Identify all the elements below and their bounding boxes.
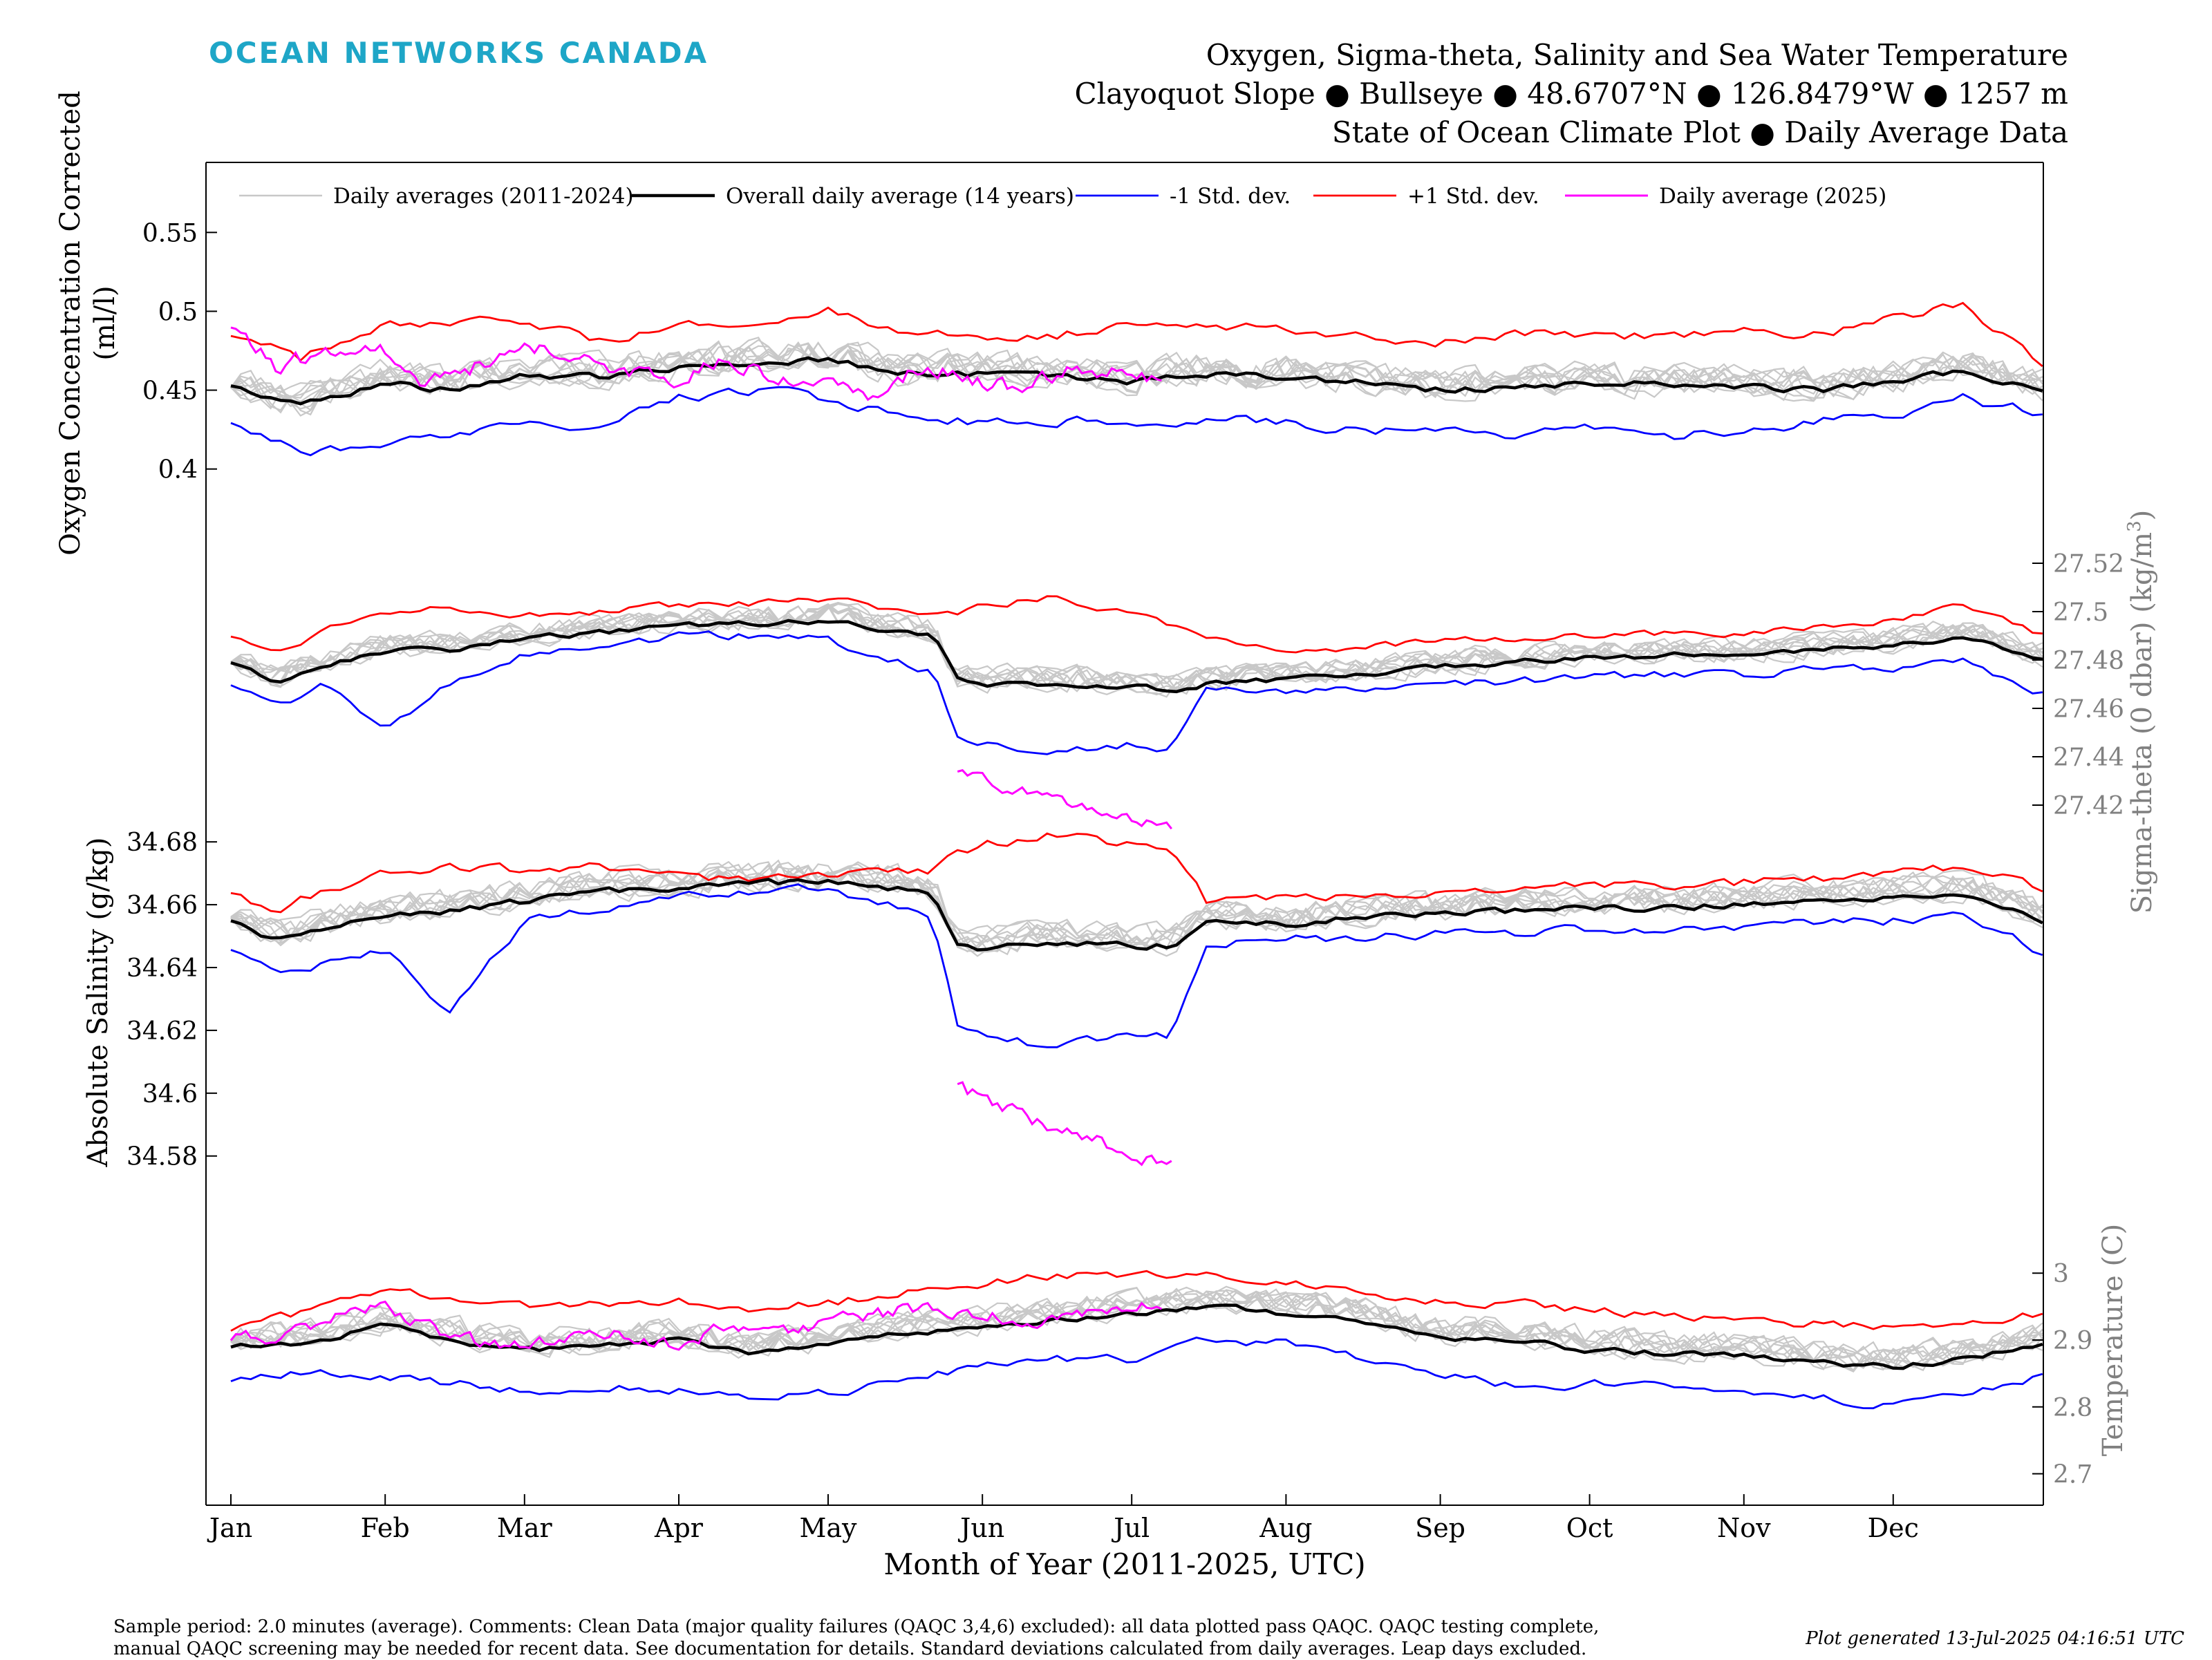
- footer-notes: Sample period: 2.0 minutes (average). Co…: [113, 1616, 1599, 1660]
- chart-legend: Daily averages (2011-2024) Overall daily …: [239, 184, 1886, 209]
- y-tick-label: 27.5: [2053, 598, 2108, 627]
- x-tick-label: Jun: [957, 1513, 1004, 1543]
- sigma_theta-mean-line: [230, 619, 2043, 694]
- temperature-minus-sd-line: [230, 1337, 2043, 1410]
- salinity-plus-sd-line: [230, 832, 2043, 914]
- y-axis-label-part: Sigma-theta (0 dbar) (kg/m: [2126, 532, 2158, 914]
- sigma_theta-historical-line: [230, 605, 2043, 698]
- x-tick-label: Jan: [207, 1513, 252, 1543]
- x-tick-label: Mar: [497, 1513, 553, 1543]
- brand-logo-text: OCEAN NETWORKS CANADA: [209, 36, 709, 70]
- footer-line-1: Sample period: 2.0 minutes (average). Co…: [113, 1616, 1600, 1637]
- y-tick-label: 2.7: [2053, 1461, 2092, 1489]
- oxygen-current-line: [230, 326, 1162, 402]
- oxygen-historical-line: [230, 339, 2043, 417]
- plot-generated-note: Plot generated 13-Jul-2025 04:16:51 UTC: [1806, 1628, 2184, 1649]
- x-tick-label: Apr: [654, 1513, 704, 1543]
- x-axis-label: Month of Year (2011-2025, UTC): [883, 1547, 1365, 1581]
- title-line-2: Clayoquot Slope ● Bullseye ● 48.6707°N ●…: [1074, 77, 2068, 111]
- x-tick-label: Dec: [1868, 1513, 1919, 1543]
- y-axis-label: Absolute Salinity (g/kg): [82, 837, 114, 1167]
- y-tick-label: 34.64: [126, 954, 198, 983]
- y-tick-label: 27.42: [2053, 792, 2124, 820]
- legend-label: Daily average (2025): [1659, 184, 1886, 209]
- temperature-current-line: [229, 1300, 1162, 1351]
- temperature-y-axis: 2.7 2.8 2.9 3 Temperature (C): [2032, 1224, 2129, 1489]
- y-axis-label-part: ): [2126, 510, 2158, 521]
- y-axis-label: Sigma-theta (0 dbar) (kg/m3): [2124, 510, 2158, 914]
- sigma_theta-historical-line: [230, 601, 2043, 693]
- legend-label: -1 Std. dev.: [1170, 184, 1291, 209]
- sigma_theta-y-axis: 27.42 27.44 27.46 27.48 27.5 27.52 Sigma-theta…: [2032, 510, 2158, 914]
- y-tick-label: 34.66: [126, 892, 198, 920]
- y-axis-label-line: (ml/l): [89, 285, 121, 360]
- x-tick-label: Jul: [1111, 1513, 1150, 1543]
- panel-sigma_theta: [230, 595, 2043, 830]
- y-tick-label: 2.9: [2053, 1327, 2092, 1355]
- panel-salinity: [230, 832, 2043, 1167]
- y-tick-label: 34.6: [142, 1080, 198, 1109]
- salinity-mean-line: [230, 877, 2043, 952]
- y-axis-label: Temperature (C): [2097, 1224, 2129, 1457]
- y-tick-label: 0.5: [158, 298, 198, 326]
- oxygen-plus-sd-line: [230, 301, 2043, 368]
- legend-item: Daily average (2025): [1565, 184, 1886, 209]
- y-axis-label-line: Oxygen Concentration Corrected: [55, 91, 86, 556]
- y-tick-label: 27.46: [2053, 695, 2124, 724]
- salinity-minus-sd-line: [230, 883, 2043, 1048]
- y-axis-label-superscript: 3: [2124, 520, 2145, 532]
- oxygen-minus-sd-line: [230, 386, 2043, 457]
- salinity-historical-line: [230, 859, 2043, 957]
- y-axis-label: Oxygen Concentration Corrected (ml/l): [55, 91, 121, 556]
- sigma_theta-current-line: [957, 768, 1172, 830]
- salinity-historical-line: [230, 863, 2043, 950]
- chart-panels: [229, 301, 2043, 1410]
- legend-item: +1 Std. dev.: [1313, 184, 1539, 209]
- x-tick-label: Oct: [1566, 1513, 1613, 1543]
- salinity-y-axis: 34.58 34.6 34.62 34.64 34.66 34.68 Absolute Sa…: [82, 829, 217, 1171]
- y-tick-label: 34.68: [126, 829, 198, 857]
- chart-title: Oxygen, Sigma-theta, Salinity and Sea Wa…: [1074, 36, 2068, 152]
- y-tick-label: 34.62: [126, 1017, 198, 1046]
- chart-frame: 0.4 0.45 0.5 0.55 Oxygen Concentration Corre…: [55, 91, 2158, 1506]
- salinity-historical-line: [230, 861, 2043, 952]
- panel-temperature: [229, 1270, 2043, 1410]
- legend-item: Overall daily average (14 years): [632, 184, 1074, 209]
- title-line-1: Oxygen, Sigma-theta, Salinity and Sea Wa…: [1206, 38, 2068, 72]
- footer-line-2: manual QAQC screening may be needed for …: [113, 1639, 1587, 1659]
- y-tick-label: 34.58: [126, 1143, 198, 1171]
- legend-item: Daily averages (2011-2024): [239, 184, 634, 209]
- y-tick-label: 27.44: [2053, 744, 2124, 772]
- legend-label: Daily averages (2011-2024): [333, 184, 634, 209]
- salinity-current-line: [957, 1081, 1172, 1167]
- oxygen-historical-line: [230, 341, 2043, 402]
- sigma_theta-plus-sd-line: [230, 595, 2043, 654]
- temperature-plus-sd-line: [230, 1270, 2043, 1332]
- oxygen-y-axis: 0.4 0.45 0.5 0.55 Oxygen Concentration Corre…: [55, 91, 217, 556]
- legend-label: Overall daily average (14 years): [726, 184, 1074, 209]
- y-tick-label: 0.45: [142, 377, 198, 406]
- y-tick-label: 27.48: [2053, 647, 2124, 675]
- title-line-3: State of Ocean Climate Plot ● Daily Aver…: [1331, 115, 2068, 149]
- temperature-mean-line: [230, 1303, 2043, 1370]
- y-tick-label: 0.55: [142, 219, 198, 247]
- y-tick-label: 2.8: [2053, 1394, 2092, 1422]
- x-tick-label: Sep: [1415, 1513, 1465, 1543]
- legend-label: +1 Std. dev.: [1407, 184, 1539, 209]
- y-tick-label: 27.52: [2053, 550, 2124, 578]
- y-tick-label: 0.4: [158, 456, 198, 484]
- y-tick-label: 3: [2053, 1260, 2069, 1288]
- x-axis: Jan Feb Mar Apr May Jun Jul Aug Sep Oct Nov Dec Mont…: [207, 1494, 1919, 1581]
- oxygen-historical-line: [230, 337, 2043, 410]
- x-tick-label: May: [799, 1513, 857, 1543]
- x-tick-label: Aug: [1259, 1513, 1312, 1543]
- oxygen-mean-line: [230, 356, 2043, 406]
- x-tick-label: Feb: [361, 1513, 410, 1543]
- salinity-historical-line: [230, 862, 2043, 957]
- x-tick-label: Nov: [1717, 1513, 1771, 1543]
- panel-oxygen: [230, 301, 2043, 457]
- sigma_theta-minus-sd-line: [230, 630, 2043, 755]
- legend-item: -1 Std. dev.: [1076, 184, 1291, 209]
